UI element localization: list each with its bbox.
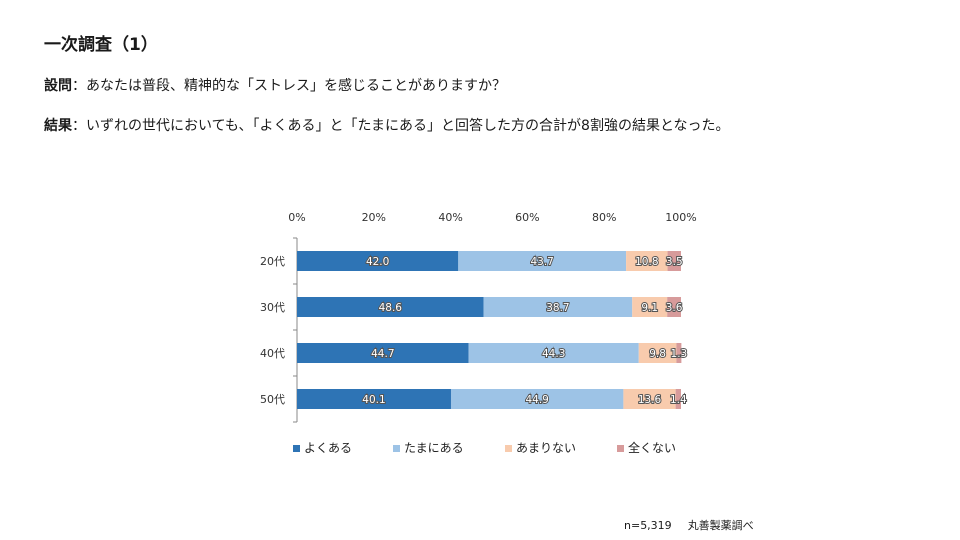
legend-label: 全くない (628, 440, 676, 455)
bar-segment (297, 251, 459, 271)
data-label: 9.8 (649, 348, 666, 360)
legend-swatch (617, 445, 624, 452)
bar-segment (667, 251, 681, 271)
bar-segment (676, 343, 682, 363)
sample-size: n=5,319 (624, 519, 672, 532)
result-line: 結果：いずれの世代においても、「よくある」と「たまにある」と回答した方の合計が8… (44, 115, 730, 135)
data-label: 1.3 (671, 348, 688, 360)
result-label: 結果 (44, 118, 72, 134)
x-tick-label: 40% (438, 211, 462, 224)
bar-segment (638, 343, 677, 363)
footnote: n=5,319 丸善製薬調べ (624, 517, 754, 533)
bar-segment (626, 251, 668, 271)
legend-swatch (393, 445, 400, 452)
data-label: 44.9 (525, 394, 548, 406)
question-line: 設問：あなたは普段、精神的な「ストレス」を感じることがありますか？ (44, 75, 506, 95)
result-separator: ： (72, 118, 86, 134)
data-label: 43.7 (530, 256, 553, 268)
bar-segment (297, 389, 451, 409)
category-label: 50代 (260, 393, 285, 406)
data-label: 44.3 (542, 348, 565, 360)
bar-segment (458, 251, 627, 271)
result-text: いずれの世代においても、「よくある」と「たまにある」と回答した方の合計が8割強の… (86, 118, 730, 134)
bar-segment (297, 343, 469, 363)
data-label: 9.1 (641, 302, 658, 314)
bar-segment (450, 389, 624, 409)
data-label: 3.5 (666, 256, 683, 268)
bar-segment (623, 389, 676, 409)
data-label: 42.0 (366, 256, 389, 268)
legend-label: あまりない (516, 441, 576, 455)
legend-swatch (505, 445, 512, 452)
x-tick-label: 100% (665, 211, 696, 224)
question-separator: ： (72, 78, 86, 94)
category-label: 30代 (260, 301, 285, 314)
data-label: 1.4 (670, 394, 687, 406)
data-label: 3.6 (666, 302, 683, 314)
category-label: 20代 (260, 255, 285, 268)
legend-swatch (293, 445, 300, 452)
data-label: 40.1 (362, 394, 385, 406)
data-label: 38.7 (546, 302, 569, 314)
bar-segment (667, 297, 681, 317)
bar-segment (675, 389, 681, 409)
legend-label: よくある (304, 441, 352, 455)
data-label: 48.6 (379, 302, 403, 314)
bar-segment (632, 297, 668, 317)
x-tick-label: 80% (592, 211, 616, 224)
question-label: 設問 (44, 78, 72, 94)
bar-segment (483, 297, 633, 317)
source-note: 丸善製薬調べ (687, 519, 754, 532)
data-label: 10.8 (635, 256, 658, 268)
bar-segment (468, 343, 639, 363)
bar-segment (297, 297, 484, 317)
question-text: あなたは普段、精神的な「ストレス」を感じることがありますか？ (86, 78, 506, 94)
x-tick-label: 60% (515, 211, 539, 224)
x-tick-label: 0% (288, 211, 305, 224)
category-label: 40代 (260, 347, 285, 360)
data-label: 13.6 (638, 394, 662, 406)
page-title: 一次調査（1） (44, 35, 158, 55)
data-label: 44.7 (371, 348, 394, 360)
x-tick-label: 20% (362, 211, 386, 224)
legend-label: たまにある (404, 441, 464, 455)
